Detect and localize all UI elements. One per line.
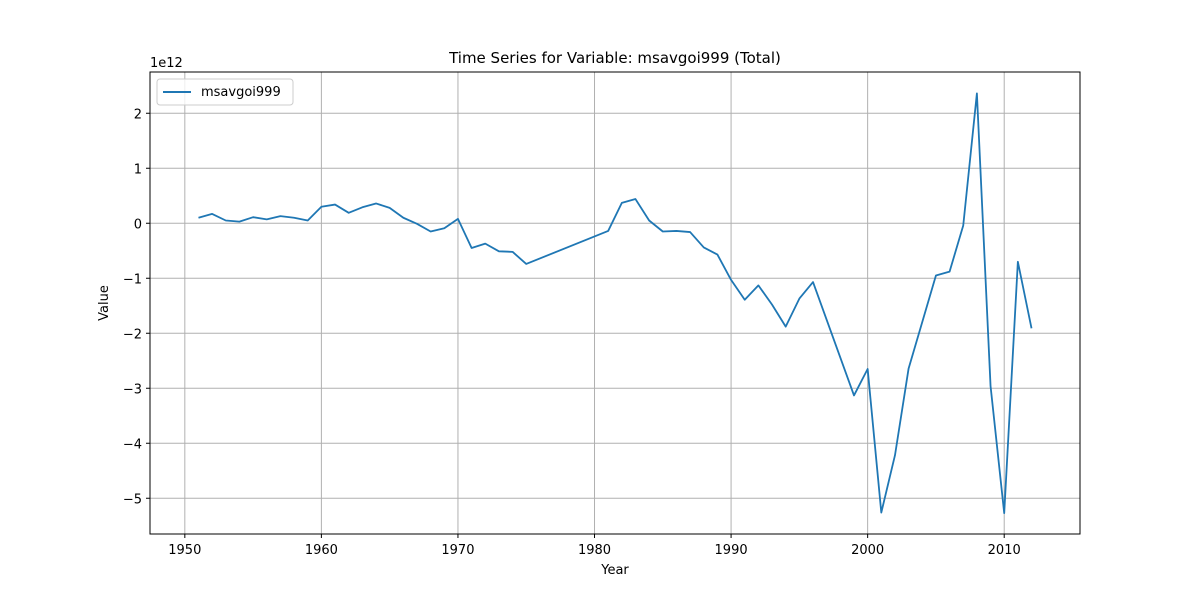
y-tick-label: 0 (134, 217, 142, 232)
y-tick-label: −1 (123, 272, 142, 287)
y-tick-label: 1 (134, 162, 142, 177)
x-tick-label: 1990 (715, 543, 748, 558)
x-axis-label: Year (600, 563, 629, 578)
y-tick-label: −5 (123, 492, 142, 507)
series-group (198, 92, 1033, 514)
y-axis-label: Value (97, 285, 112, 321)
y-tick-label: −2 (123, 327, 142, 342)
legend: msavgoi999 (156, 78, 294, 106)
y-tick-label: −4 (123, 437, 142, 452)
y-offset-label: 1e12 (150, 56, 183, 71)
x-tick-label: 2010 (988, 543, 1021, 558)
x-tick-label: 1960 (305, 543, 338, 558)
x-tick-label: 2000 (851, 543, 884, 558)
chart-title: Time Series for Variable: msavgoi999 (To… (448, 49, 781, 67)
plot-frame (149, 71, 1081, 535)
y-axis-ticks: −5 −4 −3 −2 −1 0 1 2 (123, 107, 150, 507)
x-tick-label: 1950 (168, 543, 201, 558)
x-axis-ticks: 1950 1960 1970 1980 1990 2000 2010 (168, 534, 1021, 558)
x-tick-label: 1980 (578, 543, 611, 558)
legend-box (156, 78, 294, 106)
y-tick-label: 2 (134, 107, 142, 122)
series-line (198, 92, 1033, 514)
grid (150, 72, 1080, 534)
legend-label: msavgoi999 (201, 85, 281, 100)
x-tick-label: 1970 (441, 543, 474, 558)
y-tick-label: −3 (123, 382, 142, 397)
